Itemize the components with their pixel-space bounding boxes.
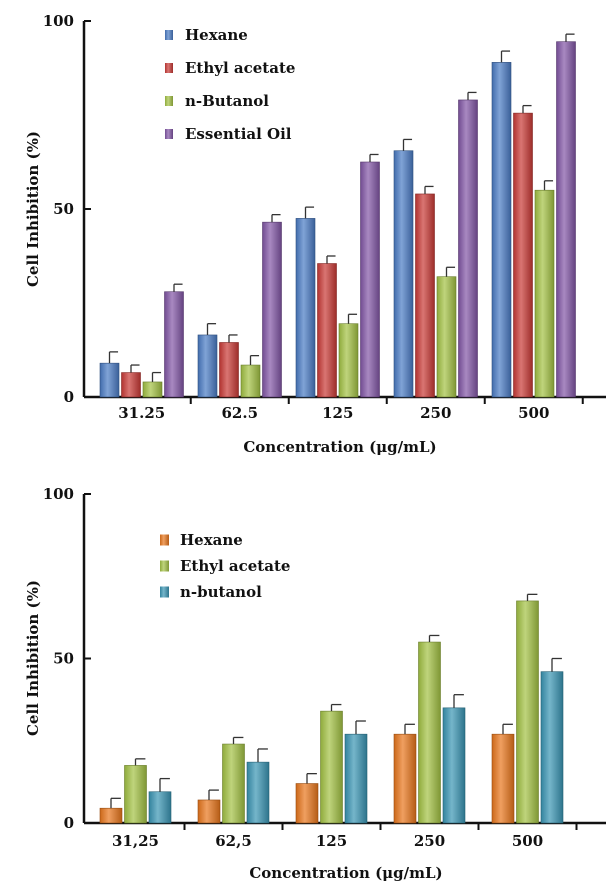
bar — [458, 99, 478, 398]
bar — [262, 221, 282, 398]
bar — [240, 364, 261, 398]
bar — [360, 161, 380, 398]
bar — [121, 372, 141, 398]
legend-label: Ethyl acetate — [185, 59, 295, 77]
x-axis-label: Concentration (μg/mL) — [243, 438, 436, 456]
bar — [491, 62, 512, 398]
bar — [295, 218, 316, 398]
legend-swatch — [165, 129, 173, 139]
y-tick-label: 50 — [53, 200, 74, 218]
legend-label: Hexane — [180, 531, 243, 549]
x-tick-label: 31.25 — [118, 404, 165, 422]
bar — [344, 733, 368, 824]
bar — [197, 334, 218, 398]
legend-swatch — [165, 30, 173, 40]
y-tick-label: 100 — [43, 12, 74, 30]
bar — [124, 765, 147, 824]
legend-swatch — [160, 560, 169, 572]
legend-swatch — [160, 534, 169, 546]
y-tick-label: 100 — [43, 485, 74, 503]
y-axis-label: Cell Inhibition (%) — [24, 131, 42, 287]
bar — [148, 791, 172, 824]
bar — [442, 707, 466, 824]
bar — [556, 41, 576, 398]
y-axis-label: Cell Inhibition (%) — [24, 580, 42, 736]
bar — [393, 150, 414, 398]
bar — [222, 743, 245, 824]
x-tick-label: 250 — [420, 404, 451, 422]
x-tick-label: 125 — [316, 832, 347, 850]
x-tick-label: 125 — [322, 404, 353, 422]
legend-label: Essential Oil — [185, 125, 292, 143]
bar — [513, 112, 533, 398]
bar — [164, 291, 184, 398]
legend-label: Ethyl acetate — [180, 557, 290, 575]
bar — [142, 381, 163, 398]
bar — [415, 193, 435, 398]
legend-label: n-butanol — [180, 583, 262, 601]
legend-label: Hexane — [185, 26, 248, 44]
bar — [540, 671, 564, 824]
y-tick-label: 0 — [64, 388, 74, 406]
bar — [491, 733, 515, 824]
bar — [320, 710, 343, 824]
bar — [418, 641, 441, 824]
bar — [436, 276, 457, 398]
chart-1: 0 50 100 31.25 62.5 125 250 500 Hexane Ethyl acet… — [24, 12, 606, 456]
x-tick-label: 31,25 — [112, 832, 159, 850]
legend-swatch — [160, 586, 169, 598]
bar — [338, 323, 359, 398]
bar — [393, 733, 417, 824]
legend-swatch — [165, 63, 173, 73]
y-tick-label: 0 — [64, 814, 74, 832]
legend-swatch — [165, 96, 173, 106]
bar — [99, 807, 123, 824]
bar — [197, 799, 221, 824]
x-axis-label: Concentration (μg/mL) — [249, 864, 442, 882]
bar — [219, 342, 239, 398]
bar — [99, 362, 120, 398]
chart-2: 0 50 100 31,25 62,5 125 250 500 Hexane Ethyl acet… — [24, 485, 606, 882]
x-tick-label: 62,5 — [215, 832, 252, 850]
y-tick-label: 50 — [53, 650, 74, 668]
x-tick-label: 62.5 — [221, 404, 258, 422]
x-tick-label: 250 — [414, 832, 445, 850]
bar — [295, 783, 319, 824]
bar — [534, 189, 555, 398]
bar — [317, 263, 337, 398]
bar — [246, 761, 270, 824]
bar — [516, 600, 539, 824]
x-tick-label: 500 — [512, 832, 543, 850]
x-tick-label: 500 — [518, 404, 549, 422]
legend-label: n-Butanol — [185, 92, 269, 110]
